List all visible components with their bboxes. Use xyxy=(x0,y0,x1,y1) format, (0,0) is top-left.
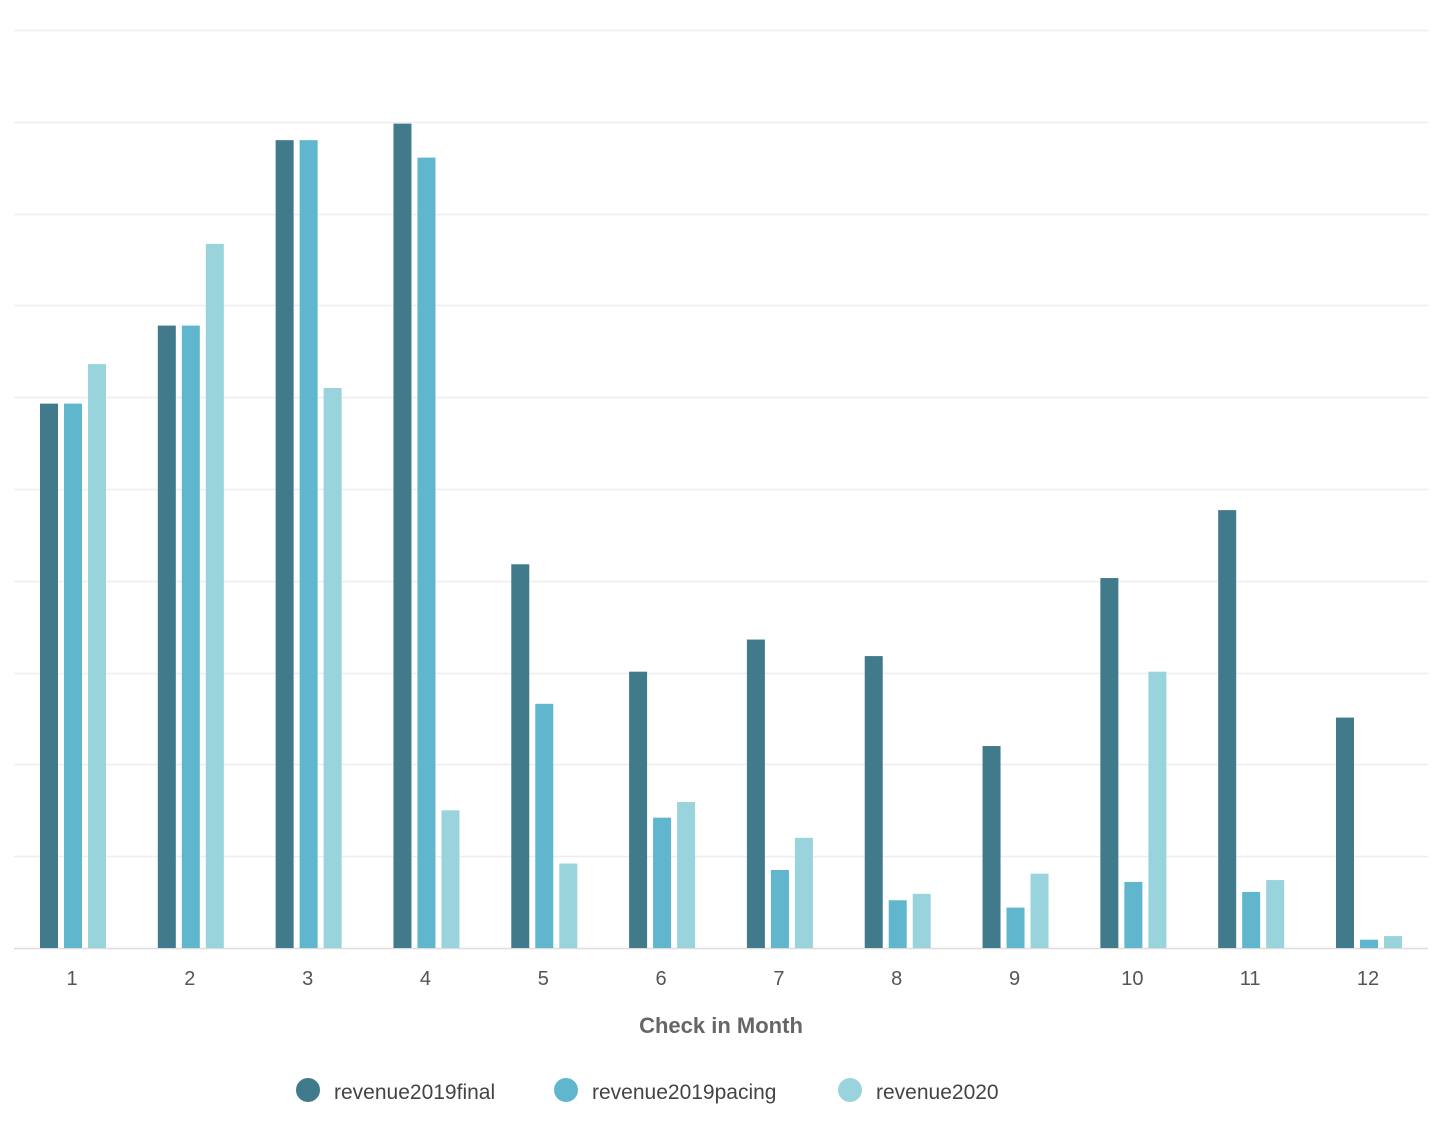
bar-revenue2019pacing-6 xyxy=(653,817,672,948)
bar-revenue2019pacing-4 xyxy=(417,157,436,949)
bar-revenue2019pacing-12 xyxy=(1360,939,1378,948)
bar-revenue2019pacing-5 xyxy=(535,703,554,948)
bar-revenue2020-6 xyxy=(677,802,696,948)
x-tick-label: 10 xyxy=(1121,968,1143,990)
x-tick-labels: 1 2 3 4 5 6 7 8 9 10 11 12 xyxy=(66,968,1379,990)
x-tick-label: 6 xyxy=(656,968,667,990)
x-tick-label: 7 xyxy=(773,968,784,990)
x-tick-label: 9 xyxy=(1009,968,1020,990)
bar-revenue2019pacing-2 xyxy=(181,325,200,948)
x-tick-label: 11 xyxy=(1240,968,1261,990)
bar-revenue2020-7 xyxy=(794,837,813,948)
bar-revenue2019final-10 xyxy=(1100,578,1119,948)
bar-revenue2019final-7 xyxy=(746,639,765,948)
bar-revenue2019pacing-7 xyxy=(770,869,789,948)
bar-revenue2019pacing-8 xyxy=(888,900,907,948)
bar-revenue2020-9 xyxy=(1030,873,1049,948)
legend-label: revenue2019pacing xyxy=(592,1081,777,1104)
bar-revenue2019final-9 xyxy=(982,746,1001,948)
bar-revenue2019final-3 xyxy=(275,140,294,948)
bar-revenue2019pacing-11 xyxy=(1242,892,1261,948)
x-tick-label: 2 xyxy=(184,968,195,990)
bar-revenue2019pacing-3 xyxy=(299,140,318,948)
bar-revenue2020-10 xyxy=(1148,671,1167,948)
bar-revenue2019final-5 xyxy=(511,564,530,948)
bar-revenue2019final-6 xyxy=(629,671,648,948)
bar-revenue2019pacing-1 xyxy=(64,403,82,949)
bar-revenue2020-5 xyxy=(559,863,578,948)
gridlines xyxy=(14,29,1428,950)
x-tick-label: 3 xyxy=(302,968,313,990)
bar-revenue2019final-1 xyxy=(40,403,58,949)
x-tick-label: 8 xyxy=(891,968,902,990)
bar-revenue2020-3 xyxy=(323,388,342,948)
bar-revenue2019final-11 xyxy=(1218,510,1237,948)
legend: revenue2019final revenue2019pacing revenue… xyxy=(296,1078,999,1104)
bars xyxy=(40,123,1402,949)
bar-revenue2020-4 xyxy=(441,810,460,948)
bar-revenue2019pacing-10 xyxy=(1124,881,1143,948)
bar-revenue2019final-12 xyxy=(1336,717,1354,948)
bar-revenue2019pacing-9 xyxy=(1006,907,1025,948)
legend-swatch-icon xyxy=(554,1078,578,1102)
legend-swatch-icon xyxy=(838,1078,862,1102)
legend-label: revenue2020 xyxy=(876,1081,999,1104)
bar-revenue2020-11 xyxy=(1266,880,1285,948)
bar-revenue2019final-8 xyxy=(864,656,883,948)
x-tick-label: 4 xyxy=(420,968,431,990)
bar-revenue2020-1 xyxy=(88,364,106,949)
bar-revenue2020-12 xyxy=(1384,936,1402,948)
legend-swatch-icon xyxy=(296,1078,320,1102)
x-tick-label: 1 xyxy=(66,968,77,990)
bar-revenue2019final-2 xyxy=(157,325,176,948)
bar-revenue2019final-4 xyxy=(393,123,412,949)
bar-revenue2020-2 xyxy=(205,243,224,949)
x-tick-label: 5 xyxy=(538,968,549,990)
bar-revenue2020-8 xyxy=(912,893,931,948)
x-axis-label: Check in Month xyxy=(639,1013,803,1038)
legend-label: revenue2019final xyxy=(334,1081,495,1104)
x-tick-label: 12 xyxy=(1357,968,1379,990)
